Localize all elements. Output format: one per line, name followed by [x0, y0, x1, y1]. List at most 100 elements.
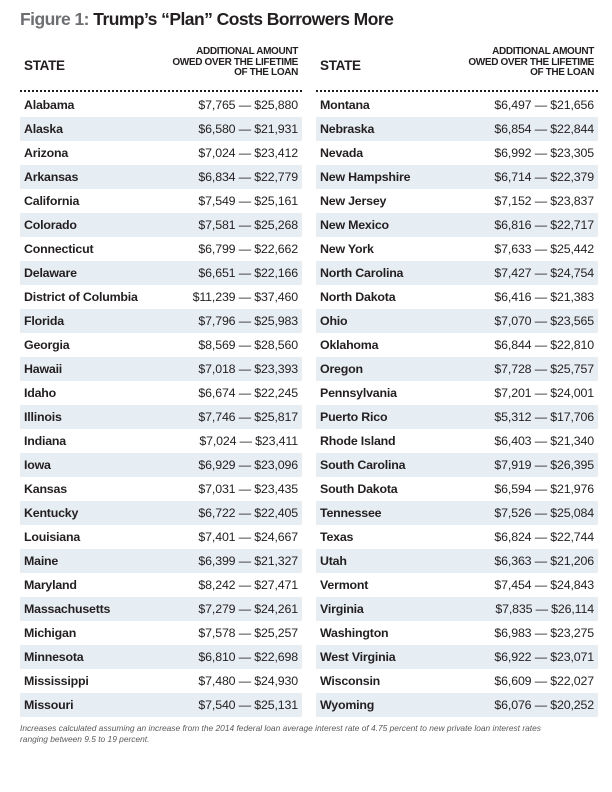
- table-row: New Mexico $6,816 — $22,717: [316, 213, 598, 237]
- amount-range: $8,242 — $27,471: [198, 578, 298, 592]
- state-name: South Carolina: [320, 458, 406, 472]
- table-row: Alaska $6,580 — $21,931: [20, 117, 302, 141]
- amount-range: $7,427 — $24,754: [494, 266, 594, 280]
- table-row: Oklahoma $6,844 — $22,810: [316, 333, 598, 357]
- state-name: Nevada: [320, 146, 363, 160]
- amount-range: $6,651 — $22,166: [198, 266, 298, 280]
- table-rows-left: Alabama $7,765 — $25,880 Alaska $6,580 — $2…: [20, 93, 302, 717]
- amount-header-line: OF THE LOAN: [234, 67, 298, 79]
- state-name: New Jersey: [320, 194, 387, 208]
- state-name: Hawaii: [24, 362, 63, 376]
- amount-column-header: ADDITIONAL AMOUNT OWED OVER THE LIFETIME…: [444, 46, 594, 79]
- table-row: Florida $7,796 — $25,983: [20, 309, 302, 333]
- state-name: Mississippi: [24, 674, 89, 688]
- amount-range: $6,810 — $22,698: [198, 650, 298, 664]
- table-row: Connecticut $6,799 — $22,662: [20, 237, 302, 261]
- state-name: Wyoming: [320, 698, 375, 712]
- table-row: Delaware $6,651 — $22,166: [20, 261, 302, 285]
- table-column-right: STATE ADDITIONAL AMOUNT OWED OVER THE LI…: [316, 44, 598, 717]
- amount-header-line: ADDITIONAL AMOUNT: [492, 46, 594, 57]
- table-row: Puerto Rico $5,312 — $17,706: [316, 405, 598, 429]
- table-rows-right: Montana $6,497 — $21,656 Nebraska $6,854 — …: [316, 93, 598, 717]
- amount-range: $7,454 — $24,843: [494, 578, 594, 592]
- table-row: West Virginia $6,922 — $23,071: [316, 645, 598, 669]
- amount-range: $6,674 — $22,245: [198, 386, 298, 400]
- table-row: Maine $6,399 — $21,327: [20, 549, 302, 573]
- amount-range: $6,594 — $21,976: [494, 482, 594, 496]
- footnote-line: Increases calculated assuming an increas…: [20, 723, 541, 733]
- table-row: Minnesota $6,810 — $22,698: [20, 645, 302, 669]
- state-name: Missouri: [24, 698, 74, 712]
- amount-range: $6,714 — $22,379: [494, 170, 594, 184]
- amount-header-line: OWED OVER THE LIFETIME: [468, 56, 594, 68]
- state-name: Utah: [320, 554, 347, 568]
- table-header: STATE ADDITIONAL AMOUNT OWED OVER THE LI…: [20, 44, 302, 90]
- state-name: Texas: [320, 530, 354, 544]
- table-row: Kentucky $6,722 — $22,405: [20, 501, 302, 525]
- table-row: New Hampshire $6,714 — $22,379: [316, 165, 598, 189]
- state-name: New York: [320, 242, 374, 256]
- table-row: Missouri $7,540 — $25,131: [20, 693, 302, 717]
- table-row: Wyoming $6,076 — $20,252: [316, 693, 598, 717]
- amount-range: $7,578 — $25,257: [198, 626, 298, 640]
- table-row: Iowa $6,929 — $23,096: [20, 453, 302, 477]
- state-name: Nebraska: [320, 122, 375, 136]
- state-name: Florida: [24, 314, 64, 328]
- state-name: Puerto Rico: [320, 410, 388, 424]
- table-row: Vermont $7,454 — $24,843: [316, 573, 598, 597]
- table-row: Arizona $7,024 — $23,412: [20, 141, 302, 165]
- amount-range: $11,239 — $37,460: [192, 290, 299, 304]
- state-name: Indiana: [24, 434, 66, 448]
- amount-range: $6,824 — $22,744: [494, 530, 594, 544]
- state-column-header: STATE: [320, 58, 361, 73]
- amount-range: $6,799 — $22,662: [198, 242, 298, 256]
- table-row: Tennessee $7,526 — $25,084: [316, 501, 598, 525]
- amount-range: $7,633 — $25,442: [494, 242, 594, 256]
- state-name: Alaska: [24, 122, 63, 136]
- state-name: Washington: [320, 626, 389, 640]
- amount-range: $7,018 — $23,393: [198, 362, 298, 376]
- state-name: Iowa: [24, 458, 51, 472]
- table-row: Ohio $7,070 — $23,565: [316, 309, 598, 333]
- state-name: Georgia: [24, 338, 70, 352]
- state-name: Arizona: [24, 146, 69, 160]
- amount-range: $6,403 — $21,340: [494, 434, 594, 448]
- amount-range: $6,922 — $23,071: [494, 650, 594, 664]
- amount-range: $7,152 — $23,837: [494, 194, 594, 208]
- figure-title: Figure 1: Trump’s “Plan” Costs Borrowers…: [20, 9, 394, 30]
- table-row: South Carolina $7,919 — $26,395: [316, 453, 598, 477]
- state-name: Colorado: [24, 218, 77, 232]
- amount-range: $6,929 — $23,096: [198, 458, 298, 472]
- table-row: Montana $6,497 — $21,656: [316, 93, 598, 117]
- state-name: West Virginia: [320, 650, 396, 664]
- amount-range: $7,070 — $23,565: [494, 314, 594, 328]
- amount-range: $6,834 — $22,779: [198, 170, 298, 184]
- table-row: Illinois $7,746 — $25,817: [20, 405, 302, 429]
- amount-range: $6,363 — $21,206: [494, 554, 594, 568]
- table-row: California $7,549 — $25,161: [20, 189, 302, 213]
- table-row: Nebraska $6,854 — $22,844: [316, 117, 598, 141]
- table-row: Massachusetts $7,279 — $24,261: [20, 597, 302, 621]
- amount-range: $6,854 — $22,844: [494, 122, 594, 136]
- state-name: Arkansas: [24, 170, 79, 184]
- amount-range: $6,497 — $21,656: [494, 98, 594, 112]
- amount-header-line: OWED OVER THE LIFETIME: [172, 56, 298, 68]
- state-name: Montana: [320, 98, 370, 112]
- state-name: Wisconsin: [320, 674, 381, 688]
- amount-range: $6,816 — $22,717: [494, 218, 594, 232]
- amount-range: $7,024 — $23,411: [199, 434, 298, 448]
- state-name: Illinois: [24, 410, 62, 424]
- figure-title-text: Trump’s “Plan” Costs Borrowers More: [88, 9, 394, 29]
- amount-range: $6,399 — $21,327: [198, 554, 298, 568]
- table-row: North Carolina $7,427 — $24,754: [316, 261, 598, 285]
- amount-range: $7,835 — $26,114: [495, 602, 594, 616]
- state-name: California: [24, 194, 80, 208]
- amount-range: $7,549 — $25,161: [198, 194, 298, 208]
- table-row: Alabama $7,765 — $25,880: [20, 93, 302, 117]
- state-name: Rhode Island: [320, 434, 396, 448]
- state-name: Alabama: [24, 98, 75, 112]
- amount-range: $7,581 — $25,268: [198, 218, 298, 232]
- state-name: District of Columbia: [24, 290, 138, 304]
- amount-range: $5,312 — $17,706: [494, 410, 594, 424]
- state-name: South Dakota: [320, 482, 398, 496]
